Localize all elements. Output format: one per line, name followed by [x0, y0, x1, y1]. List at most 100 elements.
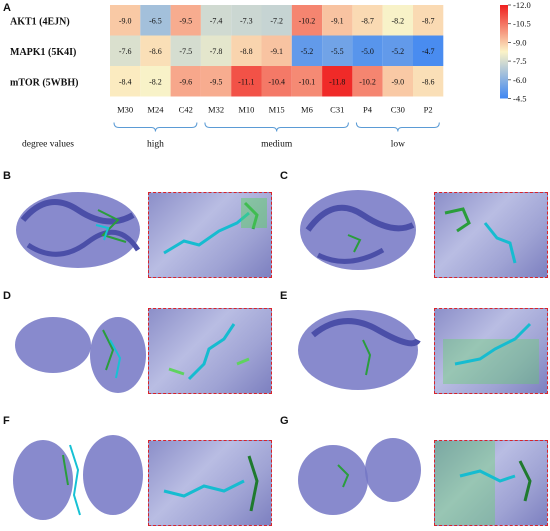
colorbar-tick-label: -6.0	[513, 75, 526, 85]
binding-site-inset-g	[434, 440, 548, 526]
heatmap-cell	[413, 35, 444, 66]
binding-site-inset-f	[148, 440, 272, 526]
row-label: MAPK1 (5K4I)	[10, 47, 76, 58]
cell-value: -10.1	[299, 77, 316, 86]
protein-structure-b	[8, 180, 148, 280]
group-label: high	[147, 140, 164, 150]
heatmap-cell	[322, 5, 353, 36]
cell-value: -11.1	[238, 77, 254, 86]
cell-value: -11.8	[329, 77, 345, 86]
heatmap-cell	[140, 35, 171, 66]
group-label: low	[391, 140, 405, 150]
column-label: P2	[424, 105, 433, 115]
cell-value: -8.6	[149, 47, 162, 56]
heatmap-cell	[140, 66, 171, 97]
cell-value: -7.6	[119, 47, 132, 56]
heatmap-cell	[382, 5, 413, 36]
heatmap-cell	[382, 66, 413, 97]
group-bracket	[355, 122, 440, 132]
panel-label-c: C	[280, 170, 288, 182]
heatmap-cell	[110, 66, 141, 97]
cell-value: -6.5	[149, 16, 162, 25]
cell-value: -8.7	[361, 16, 374, 25]
heatmap-cell	[413, 5, 444, 36]
cell-value: -7.4	[210, 16, 223, 25]
heatmap-cell	[231, 35, 262, 66]
protein-structure-e	[288, 300, 428, 400]
cell-value: -4.7	[422, 47, 435, 56]
cell-value: -9.0	[119, 16, 132, 25]
binding-site-inset-d	[148, 308, 272, 394]
heatmap-cell	[291, 5, 323, 36]
panel-label-g: G	[280, 415, 289, 427]
cell-value: -7.3	[240, 16, 253, 25]
binding-site-inset-e	[434, 308, 548, 394]
x-axis-label: degree values	[22, 140, 74, 150]
heatmap-cell	[140, 5, 171, 36]
heatmap-cell	[200, 35, 232, 66]
cell-value: -10.2	[359, 77, 376, 86]
column-label: M32	[208, 105, 224, 115]
column-label: M10	[238, 105, 254, 115]
panel-label-e: E	[280, 290, 288, 302]
heatmap-cell	[261, 66, 292, 97]
cell-value: -9.6	[179, 77, 192, 86]
cell-value: -10.2	[299, 16, 316, 25]
group-label: medium	[261, 140, 293, 150]
cell-value: -8.2	[392, 16, 405, 25]
panel-label-a: A	[3, 2, 11, 14]
heatmap-cell	[231, 5, 262, 36]
cell-value: -8.2	[149, 77, 162, 86]
docking-heatmap: AKT1 (4EJN) MAPK1 (5K4I) mTOR (5WBH) -9.0 -6…	[10, 0, 531, 150]
heatmap-cell	[110, 35, 141, 66]
heatmap-cell	[352, 66, 383, 97]
cell-value: -5.5	[331, 47, 344, 56]
group-bracket	[113, 122, 198, 132]
heatmap-cell	[170, 35, 201, 66]
heatmap-cell	[352, 35, 383, 66]
heatmap-cell	[110, 5, 141, 36]
column-label: M24	[147, 105, 164, 115]
cell-value: -5.2	[301, 47, 314, 56]
heatmap-cell	[261, 5, 292, 36]
colorbar	[500, 5, 508, 99]
colorbar-tick-label: -12.0	[513, 0, 531, 10]
heatmap-cell	[261, 35, 292, 66]
cell-value: -5.0	[361, 47, 374, 56]
heatmap-cell	[291, 35, 323, 66]
protein-structure-d	[8, 300, 148, 400]
protein-structure-g	[288, 425, 428, 525]
cell-value: -10.4	[268, 77, 285, 86]
colorbar-tick-label: -9.0	[513, 37, 526, 47]
heatmap-cell	[170, 5, 201, 36]
row-label: mTOR (5WBH)	[10, 77, 78, 88]
column-label: M6	[301, 105, 313, 115]
panel-label-b: B	[3, 170, 11, 182]
cell-value: -7.5	[179, 47, 192, 56]
panel-label-f: F	[3, 415, 10, 427]
cell-value: -7.2	[270, 16, 283, 25]
column-label: C42	[179, 105, 193, 115]
heatmap-cell	[413, 66, 444, 97]
column-label: P4	[363, 105, 373, 115]
heatmap-cell	[200, 5, 232, 36]
cell-value: -8.8	[240, 47, 253, 56]
cell-value: -5.2	[392, 47, 405, 56]
cell-value: -7.8	[210, 47, 223, 56]
column-label: C30	[391, 105, 405, 115]
heatmap-cell	[200, 66, 232, 97]
protein-structure-c	[288, 180, 428, 280]
colorbar-tick-label: -7.5	[513, 56, 526, 66]
column-label: M30	[117, 105, 133, 115]
colorbar-tick-label: -10.5	[513, 19, 531, 29]
column-label: M15	[269, 105, 285, 115]
protein-structure-f	[8, 425, 148, 525]
heatmap-cell	[382, 35, 413, 66]
heatmap-cell	[352, 5, 383, 36]
panel-label-d: D	[3, 290, 11, 302]
colorbar-tick-label: -4.5	[513, 94, 526, 104]
cell-value: -8.7	[422, 16, 435, 25]
cell-value: -8.4	[119, 77, 132, 86]
row-label: AKT1 (4EJN)	[10, 16, 70, 27]
group-bracket	[204, 122, 349, 132]
